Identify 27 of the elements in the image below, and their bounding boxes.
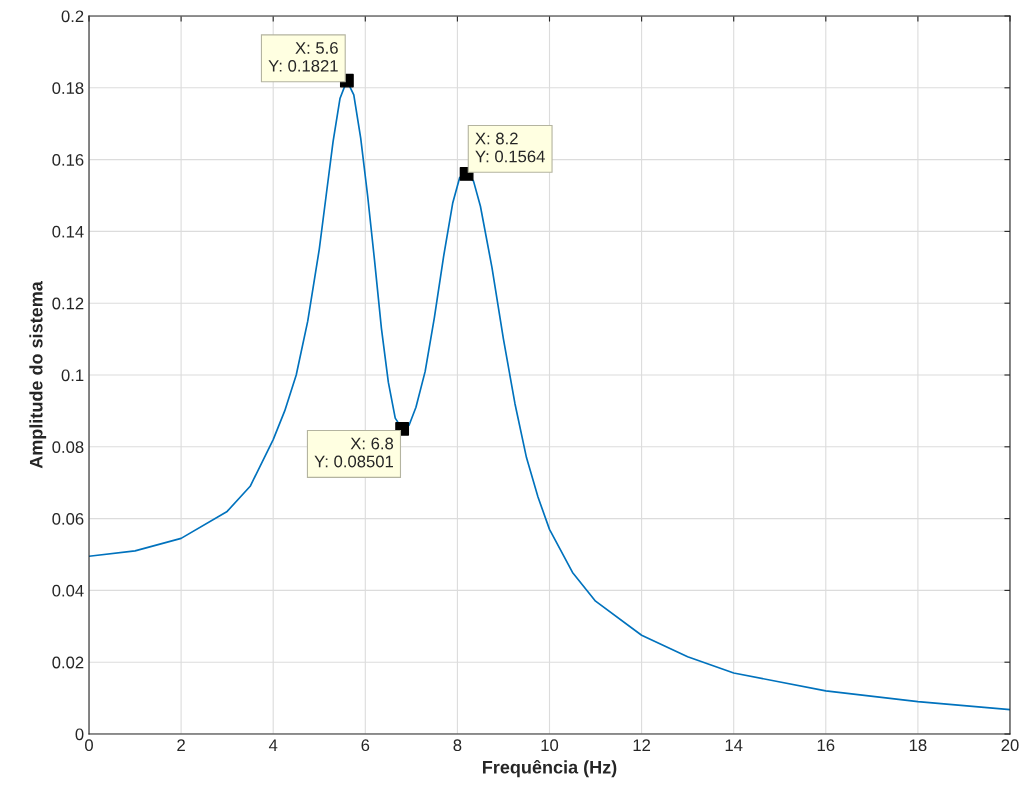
annotation: X: 5.6 Y: 0.1821 (268, 42, 338, 72)
y-tick-label: 0.02 (52, 656, 84, 669)
y-tick-label: 0.06 (52, 513, 84, 525)
x-tick-label: 14 (725, 739, 743, 751)
y-tick-label: 0.08 (52, 441, 84, 453)
x-tick-label: 20 (1001, 739, 1019, 752)
y-tick-label: 0.18 (52, 82, 84, 94)
annotation: X: 6.8 Y: 0.08501 (314, 437, 394, 468)
y-tick-label: 0.04 (52, 584, 84, 597)
x-axis-title: Frequência (Hz) (482, 759, 617, 778)
x-tick-label: 6 (361, 739, 370, 752)
x-tick-label: 4 (268, 739, 278, 751)
y-tick-label: 0.12 (52, 297, 84, 310)
x-tick-label: 18 (909, 739, 927, 752)
x-tick-label: 12 (633, 739, 651, 751)
annotation: X: 8.2 Y: 0.1564 (475, 132, 545, 163)
y-axis-title: Amplitude do sistema (29, 281, 47, 469)
y-tick-label: 0.1 (61, 369, 84, 382)
x-tick-label: 16 (817, 739, 835, 752)
x-tick-label: 0 (85, 739, 93, 752)
y-tick-label: 0.2 (61, 10, 84, 23)
y-tick-label: 0 (75, 728, 84, 741)
x-tick-label: 10 (541, 739, 559, 752)
x-tick-label: 8 (453, 739, 462, 752)
x-tick-label: 2 (177, 739, 185, 751)
y-tick-label: 0.16 (52, 154, 84, 166)
y-tick-label: 0.14 (52, 225, 84, 238)
